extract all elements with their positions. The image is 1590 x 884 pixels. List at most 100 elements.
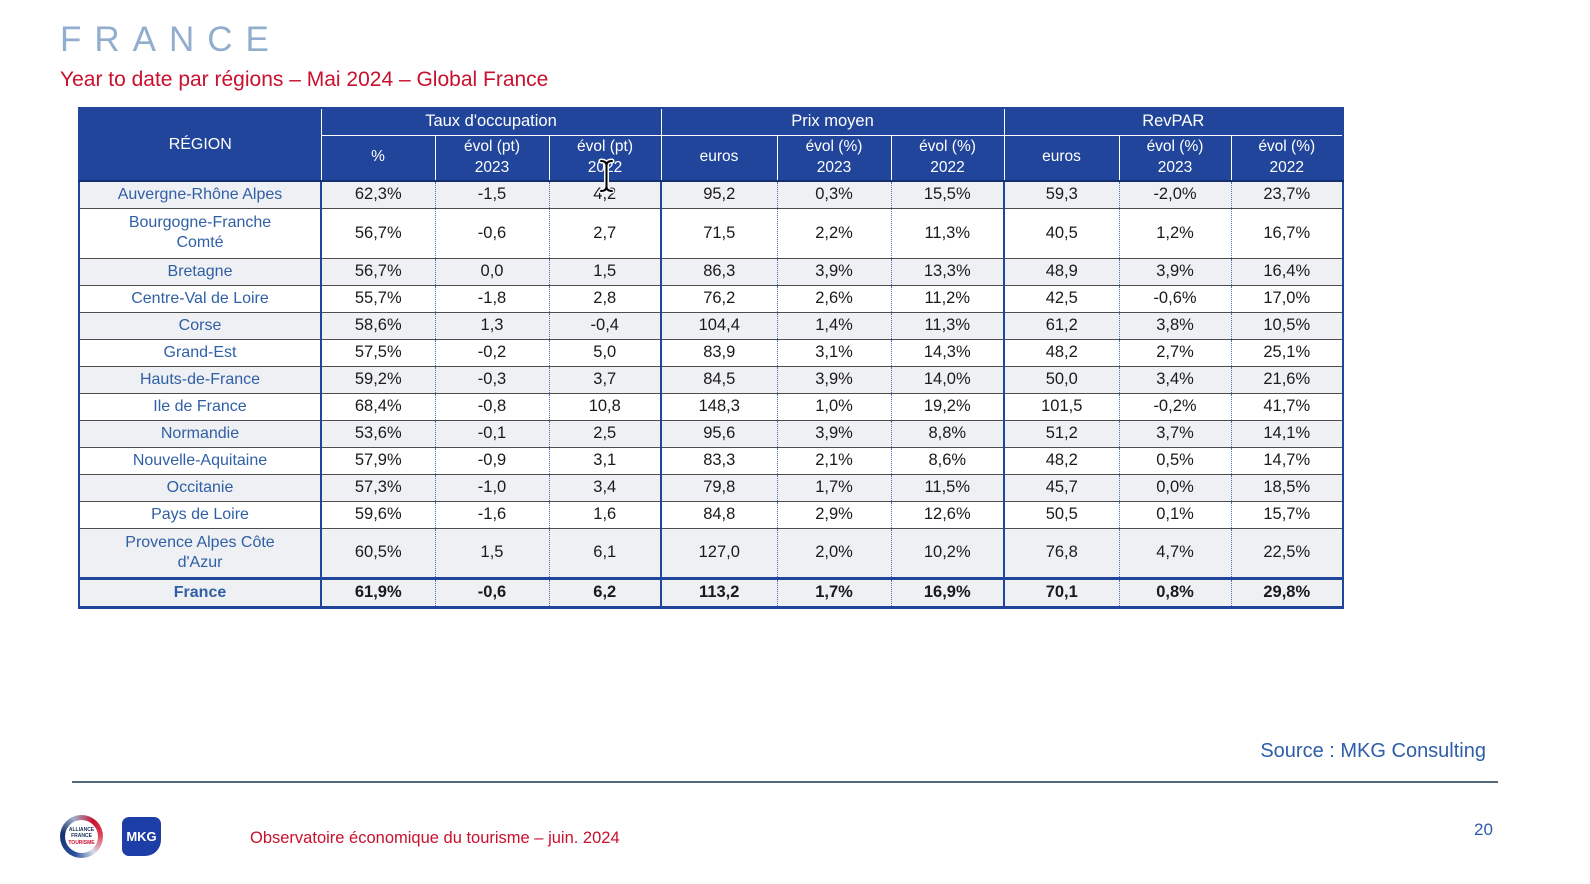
value-cell: 1,7%: [776, 473, 891, 501]
region-cell: Centre-Val de Loire: [79, 284, 321, 312]
group-header-taux-occupation: Taux d'occupation: [321, 108, 661, 136]
region-cell: Pays de Loire: [79, 500, 321, 528]
value-cell: 50,5: [1003, 500, 1119, 528]
value-cell: 57,5%: [320, 338, 435, 366]
value-cell: 2,7%: [1118, 338, 1231, 366]
value-cell: 51,2: [1003, 419, 1119, 447]
value-cell: 41,7%: [1230, 392, 1343, 420]
value-cell: 62,3%: [320, 180, 435, 208]
value-cell: 0,0: [434, 257, 549, 285]
col-header-prix-evol-2022: évol (%) 2022: [890, 135, 1004, 182]
value-cell: 1,6: [548, 500, 661, 528]
value-cell: -0,4: [548, 311, 661, 339]
value-cell: 104,4: [660, 311, 777, 339]
value-cell: 6,1: [548, 527, 661, 578]
value-cell: 2,8: [548, 284, 661, 312]
value-cell: 83,3: [660, 446, 777, 474]
value-cell: 79,8: [660, 473, 777, 501]
value-cell: 16,4%: [1230, 257, 1343, 285]
col-header-revpar-euros: euros: [1003, 135, 1119, 182]
table-row: Ile de France 68,4% -0,8 10,8 148,3 1,0%…: [79, 392, 1343, 420]
value-cell: 25,1%: [1230, 338, 1343, 366]
source-label: Source : MKG Consulting: [1260, 740, 1486, 762]
value-cell: 6,2: [548, 576, 661, 609]
table-header: RÉGION Taux d'occupation Prix moyen RevP…: [79, 108, 1343, 182]
value-cell: 14,7%: [1230, 446, 1343, 474]
value-cell: -0,8: [434, 392, 549, 420]
value-cell: 76,8: [1003, 527, 1119, 578]
col-header-revpar-evol-2023: évol (%) 2023: [1118, 135, 1231, 182]
table-row: Bourgogne-Franche Comté 56,7% -0,6 2,7 7…: [79, 207, 1343, 258]
value-cell: 16,7%: [1230, 207, 1343, 258]
value-cell: 0,5%: [1118, 446, 1231, 474]
table-row: Bretagne 56,7% 0,0 1,5 86,3 3,9% 13,3% 4…: [79, 257, 1343, 285]
col-header-taux-pct: %: [321, 135, 435, 182]
value-cell: 83,9: [660, 338, 777, 366]
value-cell: 3,4: [548, 473, 661, 501]
page-subtitle: Year to date par régions – Mai 2024 – Gl…: [60, 68, 549, 91]
value-cell: 0,1%: [1118, 500, 1231, 528]
value-cell: -0,6%: [1118, 284, 1231, 312]
regions-table-wrap: RÉGION Taux d'occupation Prix moyen RevP…: [78, 107, 1344, 609]
value-cell: 95,2: [660, 180, 777, 208]
value-cell: 22,5%: [1230, 527, 1343, 578]
table-row: Occitanie 57,3% -1,0 3,4 79,8 1,7% 11,5%…: [79, 473, 1343, 501]
value-cell: 59,3: [1003, 180, 1119, 208]
table-body: Auvergne-Rhône Alpes 62,3% -1,5 4,2 95,2…: [79, 180, 1343, 609]
value-cell: 1,3: [434, 311, 549, 339]
value-cell: 59,2%: [320, 365, 435, 393]
table-row: Normandie 53,6% -0,1 2,5 95,6 3,9% 8,8% …: [79, 419, 1343, 447]
value-cell: 1,0%: [776, 392, 891, 420]
value-cell: 1,4%: [776, 311, 891, 339]
value-cell: 11,5%: [890, 473, 1004, 501]
value-cell: 61,2: [1003, 311, 1119, 339]
value-cell: 3,9%: [1118, 257, 1231, 285]
value-cell: 61,9%: [320, 576, 435, 609]
value-cell: 84,5: [660, 365, 777, 393]
region-cell: Bretagne: [79, 257, 321, 285]
value-cell: 15,7%: [1230, 500, 1343, 528]
value-cell: 86,3: [660, 257, 777, 285]
value-cell: 50,0: [1003, 365, 1119, 393]
mkg-logo: MKG: [122, 817, 161, 856]
value-cell: 1,7%: [776, 576, 891, 609]
value-cell: 4,7%: [1118, 527, 1231, 578]
sub-header-row: % évol (pt) 2023 évol (pt) 2022 euros évol…: [79, 135, 1343, 182]
value-cell: 56,7%: [320, 207, 435, 258]
region-cell: Hauts-de-France: [79, 365, 321, 393]
table-row: Pays de Loire 59,6% -1,6 1,6 84,8 2,9% 1…: [79, 500, 1343, 528]
value-cell: 13,3%: [890, 257, 1004, 285]
regions-table: RÉGION Taux d'occupation Prix moyen RevP…: [78, 107, 1344, 609]
region-cell: Bourgogne-Franche Comté: [79, 207, 321, 258]
value-cell: 42,5: [1003, 284, 1119, 312]
value-cell: 70,1: [1003, 576, 1119, 609]
value-cell: -0,9: [434, 446, 549, 474]
value-cell: 19,2%: [890, 392, 1004, 420]
table-row: Grand-Est 57,5% -0,2 5,0 83,9 3,1% 14,3%…: [79, 338, 1343, 366]
value-cell: 40,5: [1003, 207, 1119, 258]
value-cell: 3,7: [548, 365, 661, 393]
region-cell: Auvergne-Rhône Alpes: [79, 180, 321, 208]
value-cell: -0,6: [434, 207, 549, 258]
value-cell: -2,0%: [1118, 180, 1231, 208]
value-cell: 48,2: [1003, 338, 1119, 366]
value-cell: -1,8: [434, 284, 549, 312]
value-cell: -0,2: [434, 338, 549, 366]
value-cell: 10,8: [548, 392, 661, 420]
value-cell: 1,5: [548, 257, 661, 285]
value-cell: -0,3: [434, 365, 549, 393]
region-cell: France: [79, 576, 321, 609]
region-cell: Normandie: [79, 419, 321, 447]
value-cell: 11,3%: [890, 207, 1004, 258]
value-cell: 71,5: [660, 207, 777, 258]
value-cell: 21,6%: [1230, 365, 1343, 393]
table-row: Corse 58,6% 1,3 -0,4 104,4 1,4% 11,3% 61…: [79, 311, 1343, 339]
table-row: France 61,9% -0,6 6,2 113,2 1,7% 16,9% 7…: [79, 576, 1343, 609]
value-cell: 2,5: [548, 419, 661, 447]
value-cell: 48,2: [1003, 446, 1119, 474]
alliance-france-tourisme-logo: ALLIANCE FRANCE TOURISME: [60, 815, 103, 858]
value-cell: 3,7%: [1118, 419, 1231, 447]
region-cell: Ile de France: [79, 392, 321, 420]
value-cell: 59,6%: [320, 500, 435, 528]
